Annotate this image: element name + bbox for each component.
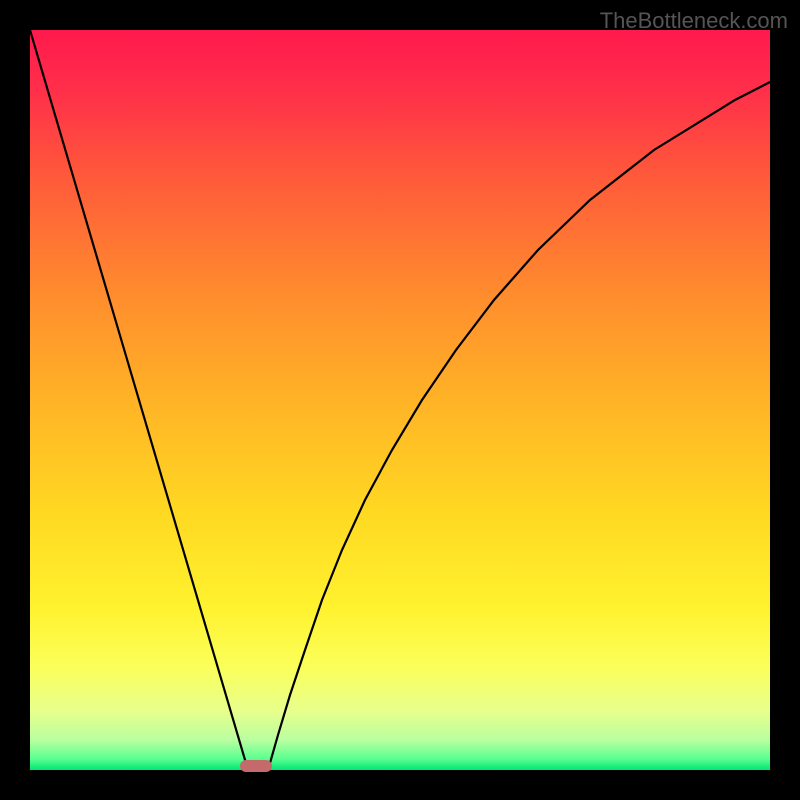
right-curve-path bbox=[268, 82, 770, 770]
curve-overlay bbox=[0, 0, 800, 800]
minimum-marker bbox=[240, 760, 272, 772]
left-curve-line bbox=[30, 30, 248, 770]
chart-container: TheBottleneck.com bbox=[0, 0, 800, 800]
watermark-text: TheBottleneck.com bbox=[600, 8, 788, 34]
